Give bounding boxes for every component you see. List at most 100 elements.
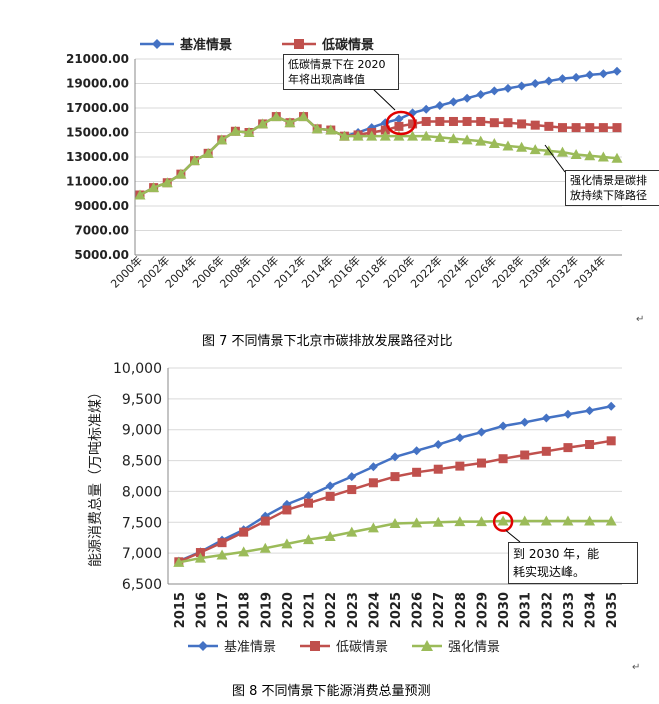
data-point — [529, 144, 541, 155]
data-point — [557, 74, 567, 84]
data-point — [516, 141, 528, 152]
y-tick-label: 19000.00 — [66, 77, 129, 91]
data-point — [476, 458, 486, 468]
data-point — [585, 440, 595, 450]
data-point — [475, 516, 487, 527]
x-tick-label: 2027 — [432, 592, 447, 628]
annotation-reinforced-path: 强化情景是碳排 放持续下降路径 — [565, 170, 659, 206]
figure-7-caption: 图 7 不同情景下北京市碳排放发展路径对比 — [202, 334, 453, 349]
return-mark-1: ↵ — [636, 314, 645, 325]
highlight-circle — [385, 110, 417, 136]
data-point — [239, 527, 249, 537]
data-point — [281, 538, 293, 549]
data-point — [161, 177, 173, 188]
y-tick-label: 21000.00 — [66, 52, 129, 66]
legend-label: 强化情景 — [448, 640, 500, 655]
data-point — [368, 462, 378, 472]
data-point — [367, 522, 379, 533]
data-point — [435, 101, 445, 111]
data-point — [570, 149, 582, 160]
legend-marker — [421, 640, 433, 651]
data-point — [476, 427, 486, 437]
annotation-energy-peak-line1: 到 2030 年，能 — [513, 547, 600, 561]
data-point — [238, 546, 250, 557]
y-tick-label: 7,500 — [122, 515, 162, 531]
data-point — [338, 130, 350, 141]
data-point — [393, 130, 405, 141]
data-point — [407, 130, 419, 141]
data-point — [411, 517, 423, 528]
data-point — [432, 516, 444, 527]
data-point — [367, 123, 377, 133]
y-tick-label: 9000.00 — [74, 199, 129, 213]
data-point — [557, 123, 567, 133]
data-point — [304, 498, 314, 508]
data-point — [173, 556, 185, 567]
data-point — [606, 436, 616, 446]
data-point — [461, 134, 473, 145]
data-point — [325, 481, 335, 491]
data-point — [503, 83, 513, 93]
data-point — [368, 478, 378, 488]
data-point — [229, 125, 241, 136]
data-point — [462, 116, 472, 126]
data-point — [394, 121, 404, 131]
data-point — [194, 552, 206, 563]
data-point — [148, 182, 160, 193]
annotation-reinforced-path-line2: 放持续下降路径 — [570, 189, 647, 202]
data-point — [324, 530, 336, 541]
data-point — [606, 401, 616, 411]
data-point — [540, 515, 552, 526]
legend-label: 低碳情景 — [336, 640, 388, 655]
data-point — [352, 130, 364, 141]
annotation-connector — [544, 144, 566, 173]
x-tick-label: 2034 — [584, 592, 599, 628]
data-point — [434, 131, 446, 142]
x-tick-label: 2032 — [540, 592, 555, 628]
data-point — [455, 461, 465, 471]
data-point — [611, 152, 623, 163]
figure-8-caption: 图 8 不同情景下能源消费总量预测 — [232, 684, 431, 699]
y-tick-label: 7000.00 — [74, 224, 129, 238]
data-point — [448, 116, 458, 126]
data-point — [421, 104, 431, 114]
data-point — [530, 120, 540, 130]
data-point — [571, 123, 581, 133]
data-point — [612, 123, 622, 133]
legend-marker — [198, 641, 208, 651]
annotation-lowcarbon-peak: 低碳情景下在 2020 年将出现高峰值 — [283, 54, 399, 90]
x-tick-label: 2033 — [562, 592, 577, 628]
data-point — [503, 118, 513, 128]
data-point — [502, 140, 514, 151]
legend-marker — [310, 641, 320, 651]
data-point — [462, 93, 472, 103]
data-point — [584, 150, 596, 161]
data-point — [489, 86, 499, 96]
data-point — [189, 155, 201, 166]
data-point — [520, 450, 530, 460]
data-point — [379, 130, 391, 141]
x-tick-label: 2031 — [519, 592, 534, 628]
data-point — [498, 454, 508, 464]
x-tick-label: 2020 — [281, 592, 296, 628]
y-tick-label: 8,500 — [122, 454, 162, 470]
annotation-lowcarbon-peak-line2: 年将出现高峰值 — [288, 73, 365, 86]
x-tick-label: 2022 — [324, 592, 339, 628]
data-point — [408, 119, 418, 129]
data-point — [412, 446, 422, 456]
highlight-circle — [492, 511, 514, 532]
annotation-reinforced-path-line1: 强化情景是碳排 — [570, 174, 647, 187]
data-point — [598, 69, 608, 79]
return-mark-2: ↵ — [632, 662, 641, 673]
y-tick-label: 17000.00 — [66, 101, 129, 115]
data-point — [175, 168, 187, 179]
data-point — [195, 548, 205, 558]
data-point — [325, 124, 337, 135]
data-point — [390, 452, 400, 462]
data-point — [585, 123, 595, 133]
x-tick-label: 2018 — [238, 592, 253, 628]
data-point — [435, 116, 445, 126]
data-point — [585, 406, 595, 416]
data-point — [257, 118, 269, 129]
data-point — [390, 472, 400, 482]
